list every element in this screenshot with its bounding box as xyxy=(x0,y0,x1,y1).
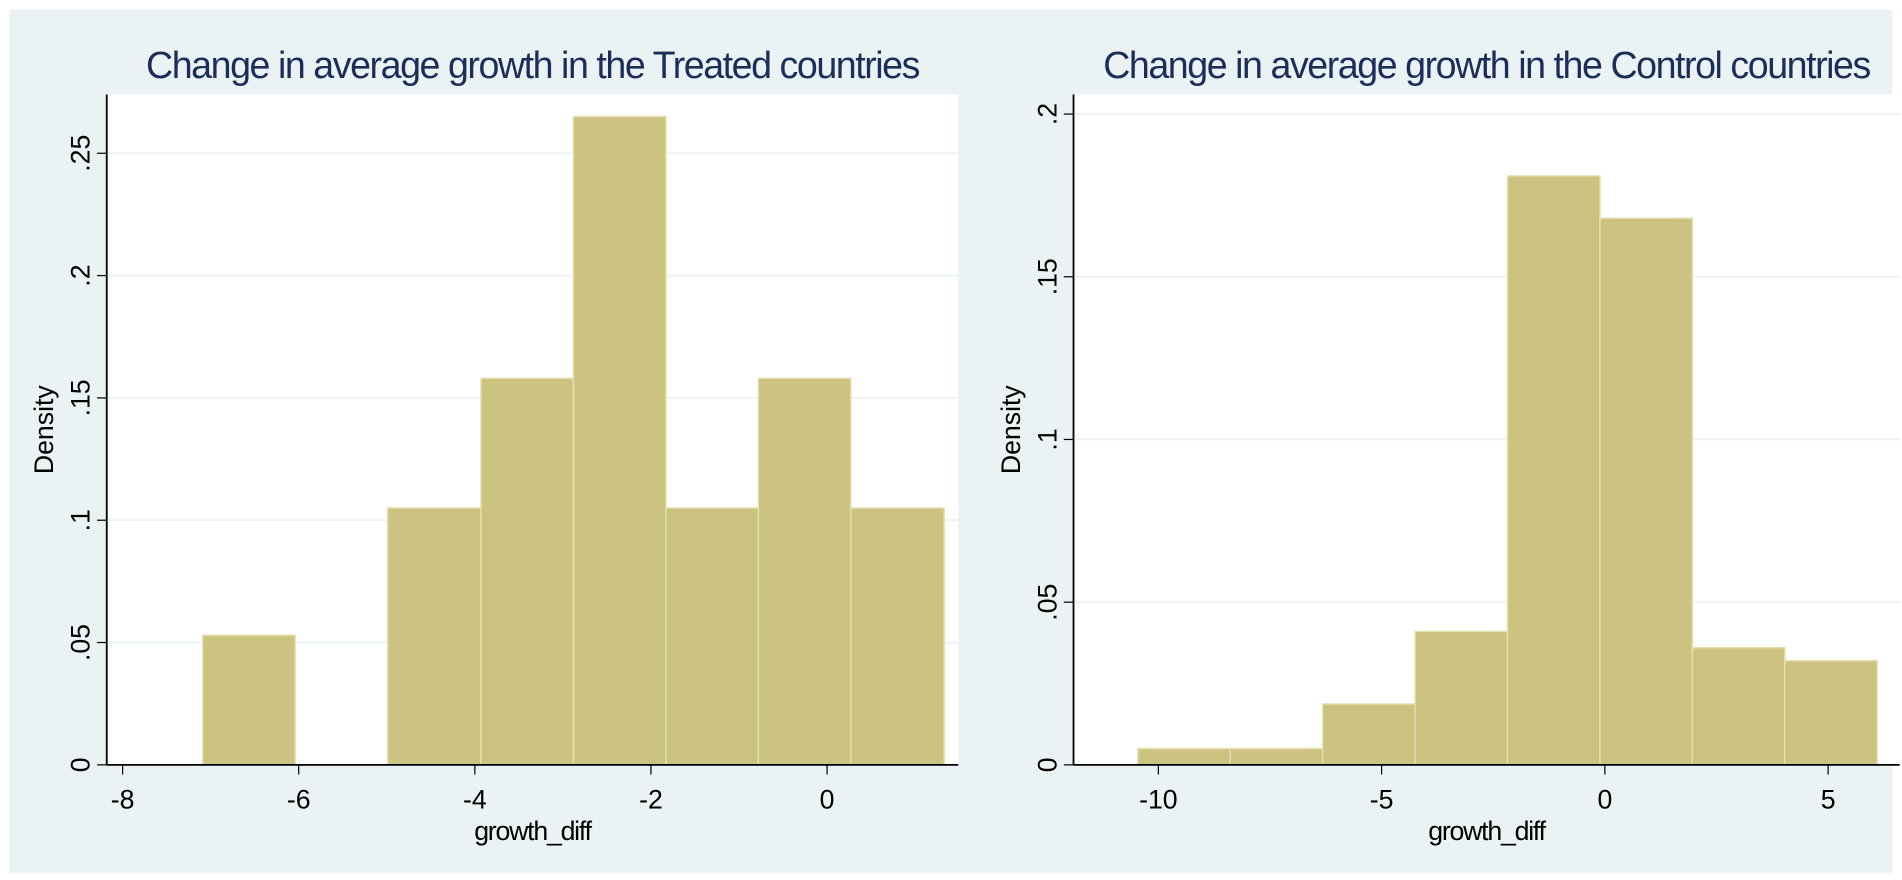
bar xyxy=(757,377,852,766)
y-tick-label: .1 xyxy=(1032,428,1062,450)
bar xyxy=(850,507,945,766)
bar xyxy=(1691,646,1786,766)
y-tick-label: 0 xyxy=(1032,757,1062,772)
bar xyxy=(1137,747,1231,766)
y-axis-label: Density xyxy=(29,385,59,475)
y-tick-label: .05 xyxy=(66,624,96,661)
x-tick-label: -8 xyxy=(111,784,135,814)
x-tick-label: -4 xyxy=(463,784,487,814)
bar xyxy=(1506,175,1601,766)
y-tick-label: 0 xyxy=(66,757,96,772)
y-tick-label: .1 xyxy=(66,509,96,531)
y-tick-label: .2 xyxy=(66,264,96,286)
x-axis-label: growth_diff xyxy=(474,816,592,846)
y-axis-label: Density xyxy=(996,385,1026,475)
bar xyxy=(665,507,760,766)
x-tick-label: 0 xyxy=(1597,784,1612,814)
bar xyxy=(572,115,667,766)
y-tick-label: .05 xyxy=(1032,584,1062,621)
chart-title: Change in average growth in the Control … xyxy=(1103,44,1870,86)
bar xyxy=(1784,659,1878,766)
bar xyxy=(1414,630,1509,766)
bar xyxy=(386,507,482,766)
x-tick-label: 0 xyxy=(820,784,835,814)
bar xyxy=(1599,217,1694,766)
x-tick-label: -10 xyxy=(1139,784,1178,814)
x-tick-label: -6 xyxy=(287,784,311,814)
bar xyxy=(202,634,296,766)
chart-title: Change in average growth in the Treated … xyxy=(146,44,920,86)
x-tick-label: -5 xyxy=(1370,784,1394,814)
x-tick-label: 5 xyxy=(1821,784,1836,814)
y-tick-label: .2 xyxy=(1032,103,1062,125)
x-axis-label: growth_diff xyxy=(1428,816,1546,846)
y-tick-label: .15 xyxy=(66,379,96,416)
bar xyxy=(1229,747,1324,766)
bar xyxy=(1321,703,1416,766)
y-tick-label: .25 xyxy=(66,135,96,172)
y-tick-label: .15 xyxy=(1032,258,1062,295)
x-tick-label: -2 xyxy=(639,784,663,814)
bar xyxy=(480,377,575,766)
